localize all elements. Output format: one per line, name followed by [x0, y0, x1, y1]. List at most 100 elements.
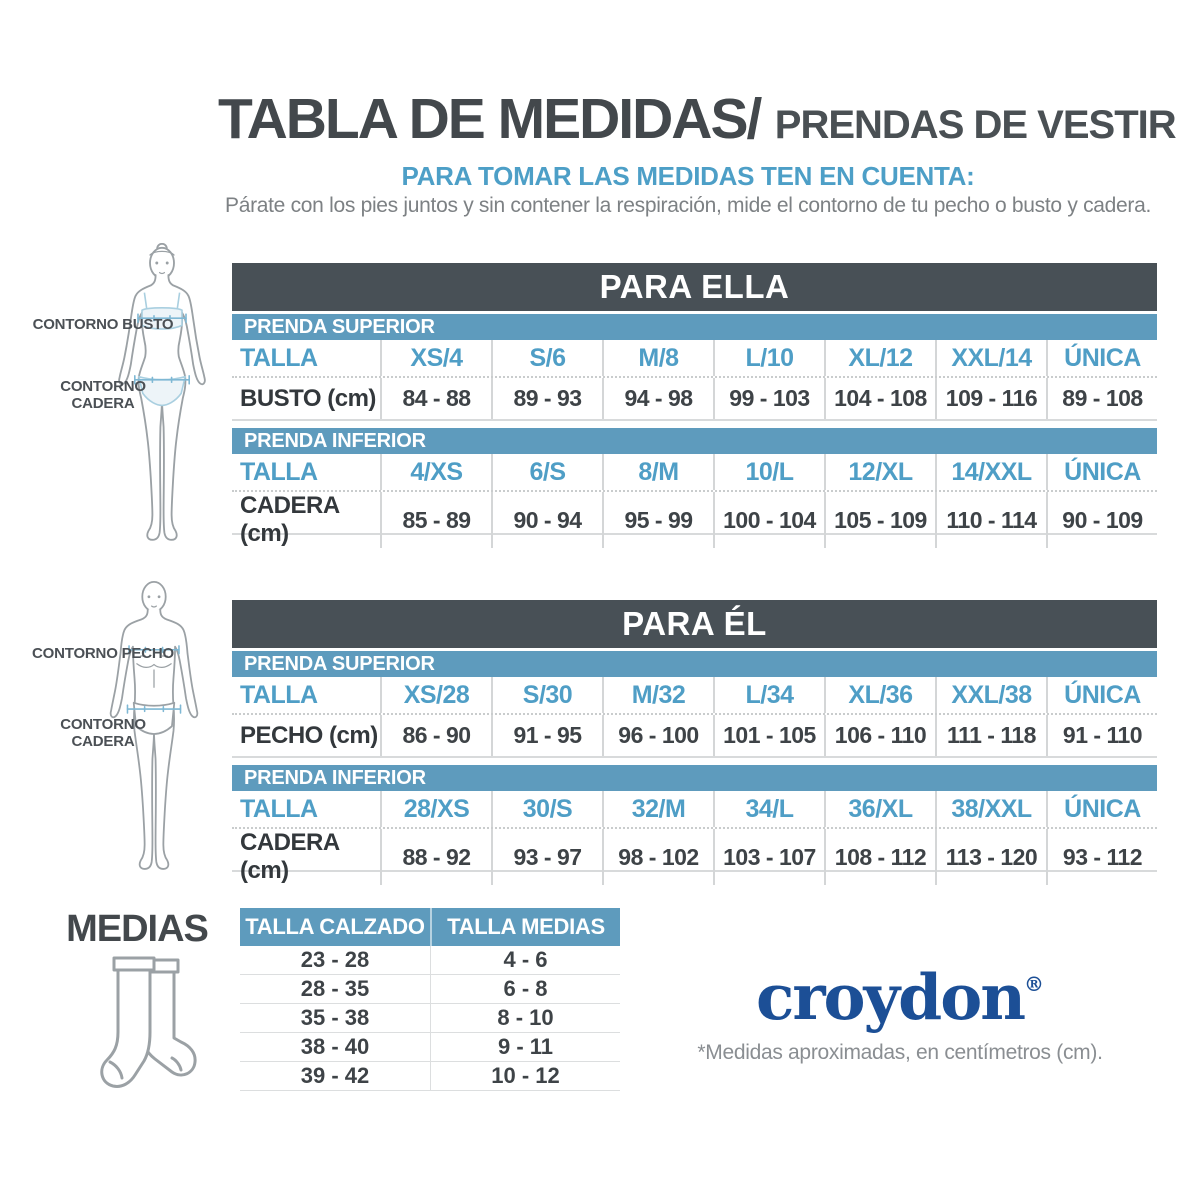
size-cell: 32/M — [602, 791, 713, 827]
value-cell: 86 - 90 — [380, 715, 491, 756]
value-cell: 113 - 120 — [935, 829, 1046, 885]
value-cell: 84 - 88 — [380, 378, 491, 419]
size-cell: 38/XXL — [935, 791, 1046, 827]
brand-area: croydon® *Medidas aproximadas, en centím… — [660, 946, 1140, 1065]
size-cell: ÚNICA — [1046, 454, 1157, 490]
female-bust-label: CONTORNO BUSTO — [28, 316, 178, 333]
size-cell: L/10 — [713, 340, 824, 376]
size-cell: XXL/38 — [935, 677, 1046, 713]
value-cell: 89 - 108 — [1046, 378, 1157, 419]
value-cell: 110 - 114 — [935, 492, 1046, 548]
value-cell: 95 - 99 — [602, 492, 713, 548]
hip-measure-line — [126, 704, 182, 714]
size-cell: 10/L — [713, 454, 824, 490]
size-cell: ÚNICA — [1046, 791, 1157, 827]
male-hip-label-text: CONTORNO CADERA — [60, 716, 146, 751]
sock-size-cell: 4 - 6 — [430, 946, 620, 974]
socks-table-row: 39 - 42 10 - 12 — [240, 1062, 620, 1091]
size-column-label: TALLA — [240, 457, 318, 486]
brand-logo: croydon® — [660, 946, 1140, 1035]
men-size-table: PARA ÉL PRENDA SUPERIOR TALLA XS/28 S/30… — [232, 600, 1157, 885]
size-cell: 14/XXL — [935, 454, 1046, 490]
value-cell: 96 - 100 — [602, 715, 713, 756]
value-cell: 90 - 109 — [1046, 492, 1157, 548]
socks-table-row: 38 - 40 9 - 11 — [240, 1033, 620, 1062]
brand-wordmark: croydon — [755, 960, 1026, 1034]
instructions-heading: PARA TOMAR LAS MEDIDAS TEN EN CUENTA: — [401, 161, 975, 191]
size-cell: 12/XL — [824, 454, 935, 490]
shoe-size-cell: 39 - 42 — [300, 1063, 370, 1088]
value-cell: 105 - 109 — [824, 492, 935, 548]
measure-label: PECHO (cm) — [240, 721, 378, 749]
shoe-size-header: TALLA CALZADO — [245, 914, 425, 939]
page-title-main: TABLA DE MEDIDAS/ — [218, 87, 762, 151]
value-cell: 111 - 118 — [935, 715, 1046, 756]
women-lower-sizes-row: TALLA 4/XS 6/S 8/M 10/L 12/XL 14/XXL ÚNI… — [232, 454, 1157, 492]
women-size-table: PARA ELLA PRENDA SUPERIOR TALLA XS/4 S/6… — [232, 263, 1157, 548]
value-cell: 99 - 103 — [713, 378, 824, 419]
size-cell: XXL/14 — [935, 340, 1046, 376]
shoe-size-cell: 23 - 28 — [300, 947, 370, 972]
size-cell: 6/S — [491, 454, 602, 490]
size-cell: ÚNICA — [1046, 340, 1157, 376]
measure-label: CADERA (cm) — [240, 492, 339, 547]
men-lower-sizes-row: TALLA 28/XS 30/S 32/M 34/L 36/XL 38/XXL … — [232, 791, 1157, 829]
size-cell: XS/4 — [380, 340, 491, 376]
value-cell: 85 - 89 — [380, 492, 491, 548]
value-cell: 100 - 104 — [713, 492, 824, 548]
value-cell: 106 - 110 — [824, 715, 935, 756]
female-bust-label-text: CONTORNO BUSTO — [32, 316, 174, 333]
value-cell: 101 - 105 — [713, 715, 824, 756]
value-cell: 93 - 97 — [491, 829, 602, 885]
value-cell: 91 - 95 — [491, 715, 602, 756]
female-hip-label-text: CONTORNO CADERA — [60, 378, 146, 413]
size-cell: 30/S — [491, 791, 602, 827]
size-cell: S/6 — [491, 340, 602, 376]
value-cell: 91 - 110 — [1046, 715, 1157, 756]
women-hip-values-row: CADERA (cm) 85 - 89 90 - 94 95 - 99 100 … — [232, 492, 1157, 548]
value-cell: 104 - 108 — [824, 378, 935, 419]
shoe-size-cell: 28 - 35 — [300, 976, 370, 1001]
size-column-label: TALLA — [240, 794, 318, 823]
women-upper-garment-band: PRENDA SUPERIOR — [232, 314, 1157, 340]
male-figure-illustration — [109, 581, 199, 870]
sock-size-cell: 8 - 10 — [430, 1004, 620, 1032]
size-cell: 8/M — [602, 454, 713, 490]
size-cell: 36/XL — [824, 791, 935, 827]
female-hip-label: CONTORNO CADERA — [28, 378, 178, 413]
size-cell: M/8 — [602, 340, 713, 376]
value-cell: 103 - 107 — [713, 829, 824, 885]
sock-size-cell: 6 - 8 — [430, 975, 620, 1003]
page-title-secondary: PRENDAS DE VESTIR — [774, 103, 1177, 147]
socks-size-table: TALLA CALZADO TALLA MEDIAS 23 - 28 4 - 6… — [240, 908, 620, 1091]
instructions-text: Párate con los pies juntos y sin contene… — [224, 194, 1152, 217]
socks-section-label: MEDIAS — [66, 908, 209, 950]
female-figure-illustration — [118, 243, 206, 541]
hip-measure-line — [134, 375, 190, 385]
size-cell: 34/L — [713, 791, 824, 827]
header: TABLA DE MEDIDAS/ PRENDAS DE VESTIR PARA… — [218, 86, 1177, 218]
size-cell: XS/28 — [380, 677, 491, 713]
socks-table-row: 23 - 28 4 - 6 — [240, 946, 620, 975]
women-upper-sizes-row: TALLA XS/4 S/6 M/8 L/10 XL/12 XXL/14 ÚNI… — [232, 340, 1157, 378]
bust-measure-line — [137, 313, 187, 323]
size-cell: XL/12 — [824, 340, 935, 376]
value-cell: 109 - 116 — [935, 378, 1046, 419]
size-cell: ÚNICA — [1046, 677, 1157, 713]
value-cell: 88 - 92 — [380, 829, 491, 885]
size-cell: S/30 — [491, 677, 602, 713]
shoe-size-cell: 38 - 40 — [300, 1034, 370, 1059]
male-chest-label-text: CONTORNO PECHO — [32, 645, 174, 662]
size-cell: L/34 — [713, 677, 824, 713]
men-upper-garment-band: PRENDA SUPERIOR — [232, 651, 1157, 677]
socks-icon — [100, 956, 197, 1088]
value-cell: 98 - 102 — [602, 829, 713, 885]
sock-size-cell: 9 - 11 — [430, 1033, 620, 1061]
size-cell: XL/36 — [824, 677, 935, 713]
socks-table-header: TALLA CALZADO TALLA MEDIAS — [240, 908, 620, 946]
men-hip-values-row: CADERA (cm) 88 - 92 93 - 97 98 - 102 103… — [232, 829, 1157, 885]
size-cell: M/32 — [602, 677, 713, 713]
measure-label: CADERA (cm) — [240, 829, 339, 884]
registered-trademark-symbol: ® — [1024, 972, 1045, 996]
